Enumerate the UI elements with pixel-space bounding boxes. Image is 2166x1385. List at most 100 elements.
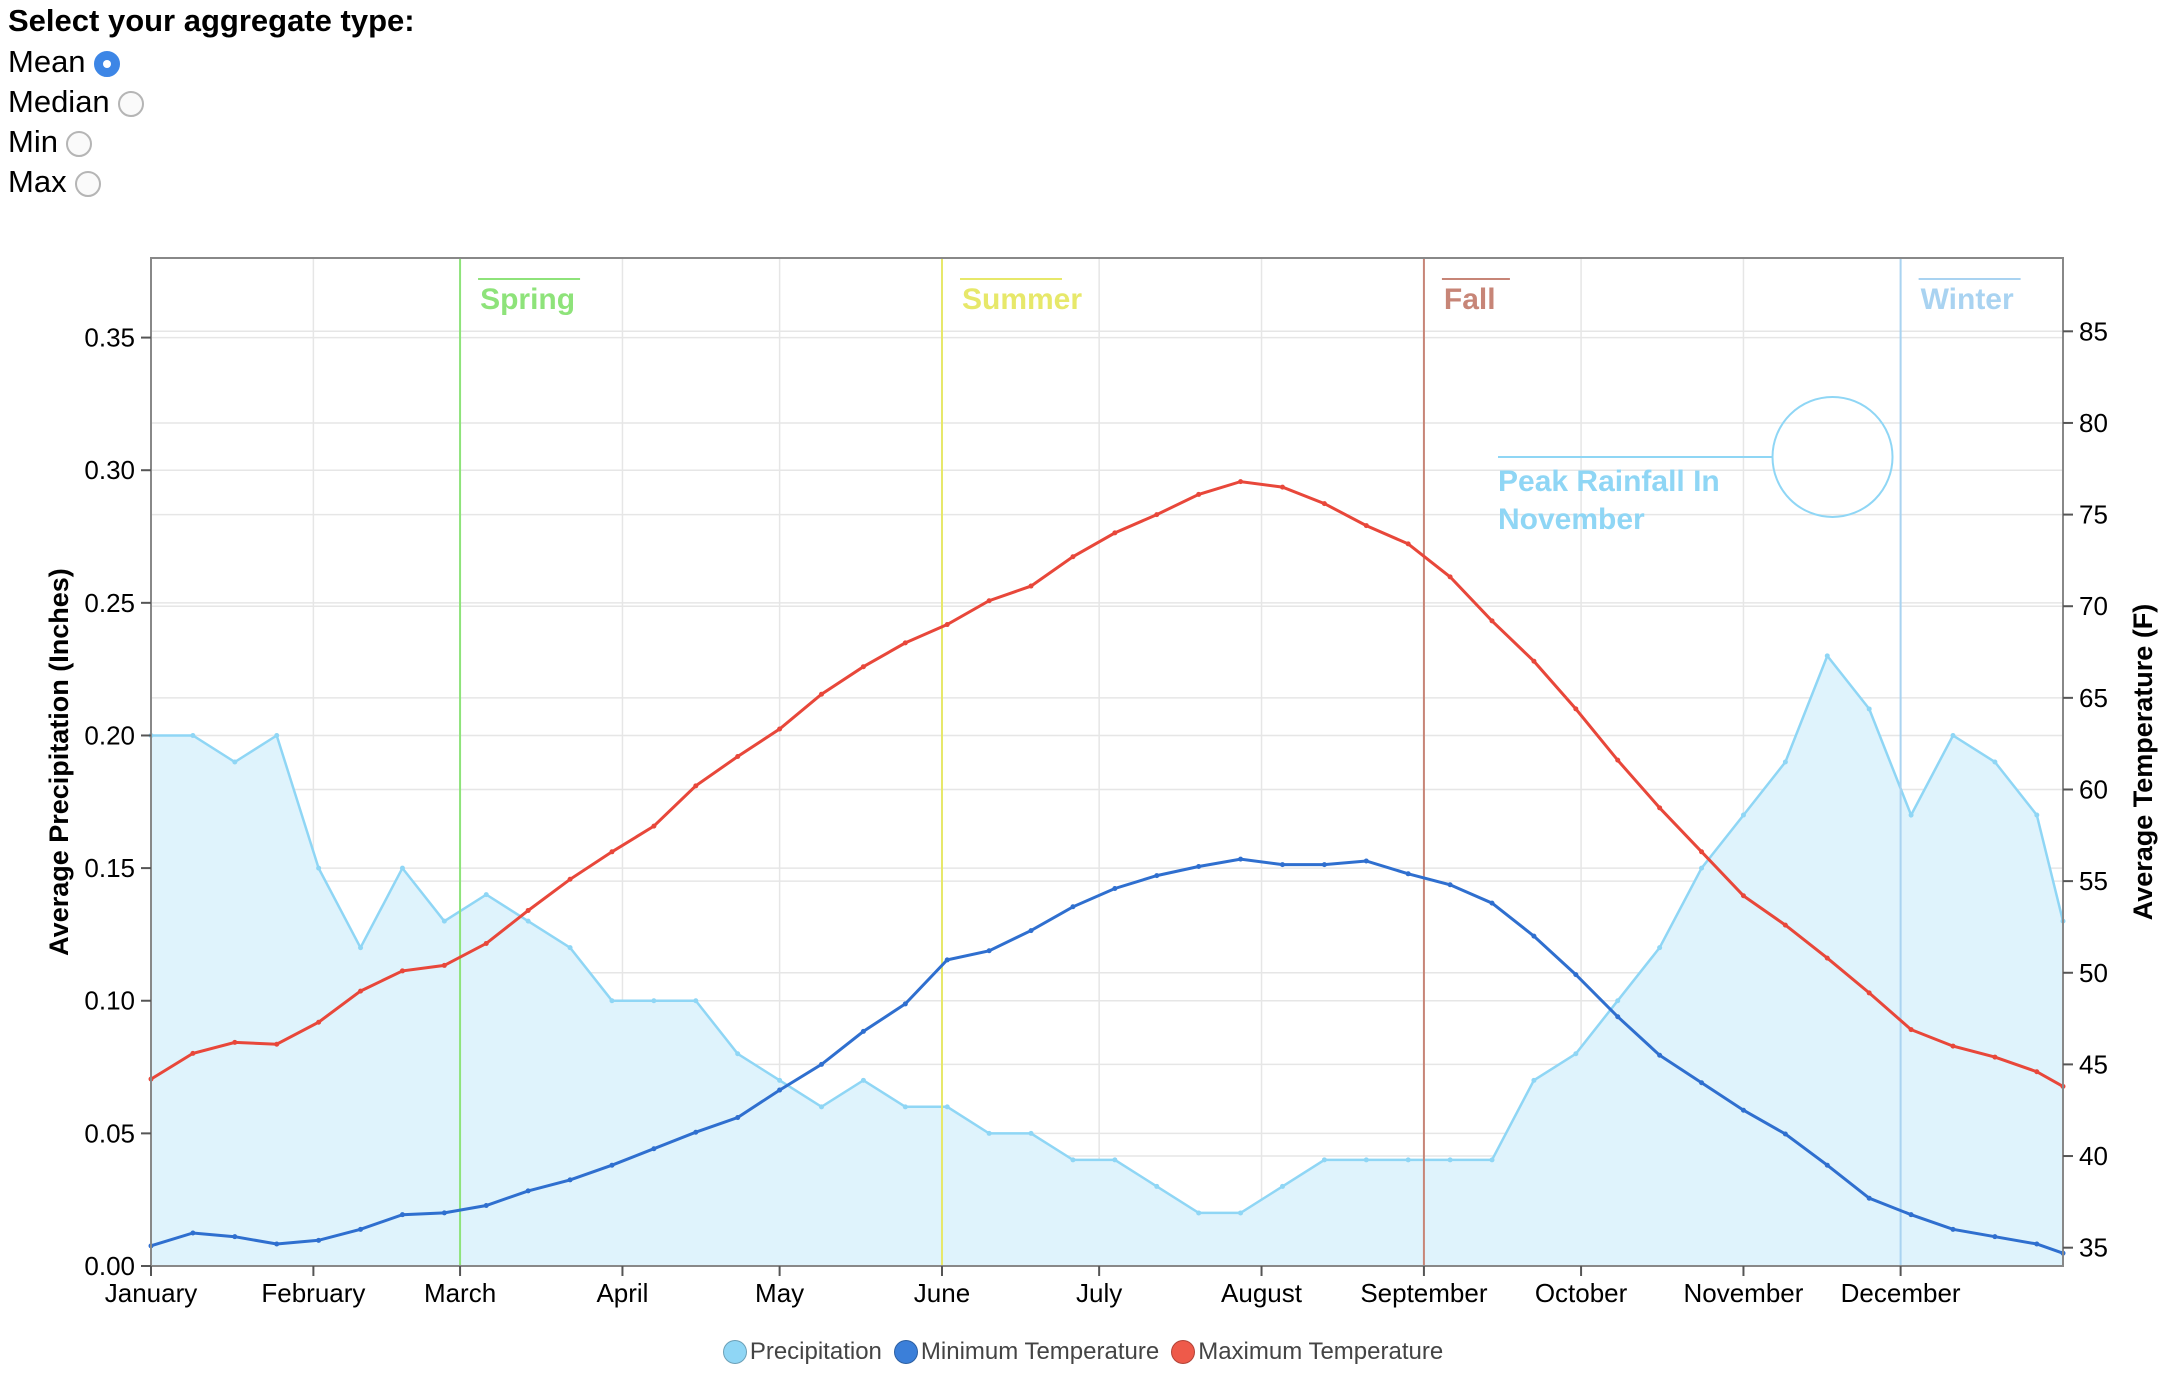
maximum-temperature-point: [735, 754, 741, 760]
x-tick-label: August: [1221, 1278, 1303, 1308]
y-left-tick-label: 0.35: [84, 323, 135, 353]
legend-item-minimum-temperature[interactable]: Minimum Temperature: [893, 1338, 1160, 1366]
maximum-temperature-point: [483, 940, 489, 946]
y-left-tick-label: 0.10: [84, 986, 135, 1016]
maximum-temperature-point: [1782, 922, 1788, 928]
annotation-circle: [1771, 395, 1894, 518]
precipitation-point: [1070, 1157, 1076, 1163]
maximum-temperature-point: [525, 907, 531, 913]
radio-label-mean: Mean: [8, 44, 86, 79]
legend-swatch-precipitation: [722, 1340, 747, 1364]
y-right-tick-label: 80: [2079, 408, 2108, 438]
maximum-temperature-point: [232, 1039, 238, 1045]
radio-label-median: Median: [8, 84, 110, 119]
minimum-temperature-point: [693, 1129, 699, 1135]
precipitation-point: [1112, 1157, 1118, 1163]
radio-label-min: Min: [8, 124, 58, 159]
precipitation-series: [148, 653, 2066, 1266]
maximum-temperature-point: [819, 691, 825, 697]
precipitation-point: [1279, 1183, 1285, 1189]
precipitation-point: [944, 1104, 950, 1110]
minimum-temperature-point: [2034, 1241, 2040, 1247]
radio-button-min[interactable]: [65, 131, 92, 157]
y-right-tick-label: 70: [2079, 591, 2108, 621]
y-right-tick-label: 35: [2079, 1233, 2108, 1263]
maximum-temperature-point: [441, 962, 447, 968]
maximum-temperature-point: [1196, 491, 1202, 497]
radio-option-min[interactable]: Min: [8, 122, 608, 162]
minimum-temperature-point: [1196, 863, 1202, 869]
precipitation-point: [1740, 812, 1746, 818]
maximum-temperature-point: [777, 726, 783, 732]
precipitation-point: [986, 1130, 992, 1136]
precipitation-point: [2034, 812, 2040, 818]
x-tick-label: February: [261, 1278, 365, 1308]
minimum-temperature-point: [944, 957, 950, 963]
maximum-temperature-point: [1531, 658, 1537, 664]
precipitation-point: [1699, 865, 1705, 871]
precipitation-point: [525, 918, 531, 924]
maximum-temperature-point: [1615, 757, 1621, 763]
legend-label-precipitation: Precipitation: [749, 1338, 882, 1365]
x-tick-label: January: [105, 1278, 198, 1308]
legend-item-precipitation[interactable]: Precipitation: [722, 1338, 882, 1366]
precipitation-point: [483, 892, 489, 898]
y-right-tick-label: 75: [2079, 500, 2108, 530]
precipitation-point: [1489, 1157, 1495, 1163]
minimum-temperature-point: [1740, 1107, 1746, 1113]
maximum-temperature-point: [1405, 541, 1411, 547]
precipitation-point: [735, 1051, 741, 1057]
y-left-tick-label: 0.20: [84, 720, 135, 750]
radio-option-median[interactable]: Median: [8, 82, 608, 122]
maximum-temperature-point: [316, 1019, 322, 1025]
minimum-temperature-point: [1992, 1234, 1998, 1240]
radio-button-max[interactable]: [74, 171, 101, 197]
season-label-winter: Winter: [1921, 283, 2014, 316]
precipitation-point: [1950, 732, 1956, 738]
maximum-temperature-point: [358, 988, 364, 994]
maximum-temperature-point: [1573, 706, 1579, 712]
maximum-temperature-point: [1908, 1027, 1914, 1033]
x-tick-label: May: [755, 1278, 804, 1308]
precipitation-point: [1028, 1130, 1034, 1136]
y-right-tick-label: 40: [2079, 1141, 2108, 1171]
precipitation-point: [358, 945, 364, 951]
minimum-temperature-point: [1279, 862, 1285, 868]
legend-swatch-minimum-temperature: [893, 1340, 918, 1364]
legend-label-minimum-temperature: Minimum Temperature: [920, 1338, 1160, 1365]
precipitation-point: [1824, 653, 1830, 659]
legend-swatch-maximum-temperature: [1171, 1340, 1196, 1364]
radio-option-max[interactable]: Max: [8, 162, 608, 202]
temperature-series: [148, 479, 2066, 1256]
minimum-temperature-point: [316, 1237, 322, 1243]
precipitation-point: [316, 865, 322, 871]
y-left-tick-label: 0.25: [84, 588, 135, 618]
maximum-temperature-point: [651, 823, 657, 829]
precipitation-point: [819, 1104, 825, 1110]
minimum-temperature-point: [1950, 1226, 1956, 1232]
minimum-temperature-point: [358, 1226, 364, 1232]
minimum-temperature-point: [651, 1146, 657, 1152]
radio-button-median[interactable]: [117, 91, 144, 117]
precipitation-point: [1531, 1077, 1537, 1083]
season-label-fall: Fall: [1444, 283, 1496, 316]
maximum-temperature-point: [1699, 849, 1705, 855]
minimum-temperature-point: [190, 1230, 196, 1236]
minimum-temperature-point: [777, 1087, 783, 1093]
radio-option-mean[interactable]: Mean: [8, 42, 608, 82]
maximum-temperature-point: [902, 640, 908, 646]
minimum-temperature-point: [1363, 858, 1369, 864]
y-right-tick-label: 60: [2079, 774, 2108, 804]
precipitation-point: [651, 998, 657, 1004]
precipitation-point: [1447, 1157, 1453, 1163]
annotation-text-line2: November: [1498, 503, 1645, 536]
maximum-temperature-point: [274, 1041, 280, 1047]
minimum-temperature-point: [1531, 933, 1537, 939]
maximum-temperature-point: [1866, 990, 1872, 996]
minimum-temperature-point: [1782, 1131, 1788, 1137]
y-left-axis-title: Average Precipitation (Inches): [44, 568, 74, 956]
precipitation-point: [777, 1077, 783, 1083]
legend-item-maximum-temperature[interactable]: Maximum Temperature: [1171, 1338, 1443, 1366]
radio-button-mean[interactable]: [93, 51, 120, 77]
